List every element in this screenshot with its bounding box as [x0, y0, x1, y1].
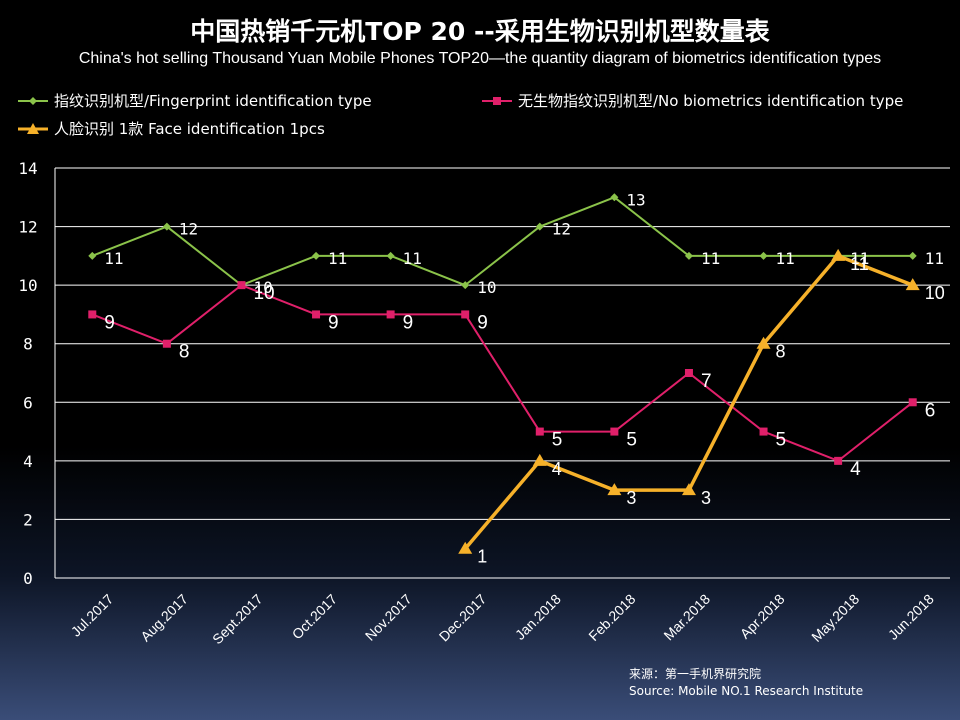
data-label: 11	[104, 249, 123, 268]
data-point	[458, 541, 473, 554]
x-tick-label: Mar.2018	[660, 591, 713, 644]
data-label: 11	[328, 249, 347, 268]
x-tick-label: Apr.2018	[737, 591, 788, 642]
data-label: 11	[850, 254, 869, 274]
source-note: 来源：第一手机界研究院 Source: Mobile NO.1 Research…	[629, 666, 863, 700]
data-label: 1	[477, 547, 487, 567]
legend-face: 人脸识别 1款 Face identification 1pcs	[18, 118, 325, 139]
data-point	[908, 398, 917, 407]
data-label: 13	[626, 190, 645, 209]
data-point	[386, 251, 395, 260]
data-point	[312, 251, 321, 260]
data-point	[162, 222, 171, 231]
data-point	[759, 251, 768, 260]
data-point	[532, 453, 547, 466]
source-line-en: Source: Mobile NO.1 Research Institute	[629, 684, 864, 698]
data-point	[386, 310, 395, 319]
data-label: 5	[626, 430, 637, 451]
data-label: 8	[776, 342, 786, 362]
data-label: 4	[552, 459, 562, 479]
data-label: 9	[477, 312, 488, 333]
legend-fingerprint: 指纹识别机型/Fingerprint identification type	[18, 90, 372, 111]
legend-square-icon	[482, 96, 512, 105]
x-tick-label: Nov.2017	[362, 591, 415, 644]
data-point	[535, 222, 544, 231]
data-label: 10	[477, 278, 496, 297]
data-label: 5	[552, 430, 563, 451]
data-point	[88, 310, 97, 319]
data-point	[312, 310, 321, 319]
chart-title: 中国热销千元机TOP 20 --采用生物识别机型数量表	[190, 17, 770, 46]
y-tick-label: 4	[23, 452, 33, 471]
data-label: 6	[925, 400, 936, 421]
data-point	[535, 427, 544, 436]
data-label: 11	[850, 249, 869, 268]
data-point	[831, 248, 846, 261]
data-point	[461, 281, 470, 290]
x-tick-label: Jun.2018	[885, 591, 937, 643]
y-tick-label: 12	[18, 218, 37, 237]
data-label: 5	[776, 430, 787, 451]
data-point	[759, 427, 768, 436]
x-tick-label: Jan.2018	[512, 591, 564, 643]
legend-no-biometrics-label: 无生物指纹识别机型/No biometrics identification t…	[518, 92, 904, 110]
data-label: 11	[925, 249, 944, 268]
data-label: 10	[253, 278, 272, 297]
source-line-cn: 来源：第一手机界研究院	[629, 667, 762, 681]
data-point	[905, 278, 920, 291]
data-label: 9	[104, 312, 115, 333]
data-label: 12	[552, 220, 571, 239]
y-tick-label: 6	[23, 393, 33, 412]
data-point	[908, 251, 917, 260]
data-label: 8	[179, 342, 190, 363]
x-tick-label: Dec.2017	[436, 591, 490, 645]
y-tick-label: 2	[23, 510, 33, 529]
legend-no-biometrics: 无生物指纹识别机型/No biometrics identification t…	[482, 90, 903, 111]
chart-subtitle: China's hot selling Thousand Yuan Mobile…	[78, 50, 882, 67]
y-tick-label: 8	[23, 335, 33, 354]
data-label: 7	[701, 371, 712, 392]
y-tick-label: 10	[18, 276, 37, 295]
data-point	[684, 251, 693, 260]
data-label: 3	[626, 488, 636, 508]
data-point	[756, 336, 771, 349]
x-tick-label: Sept.2017	[209, 591, 266, 648]
data-point	[88, 251, 97, 260]
data-label: 9	[328, 312, 339, 333]
legend-fingerprint-label: 指纹识别机型/Fingerprint identification type	[54, 92, 372, 110]
data-point	[610, 427, 619, 436]
series-line-0	[91, 196, 913, 287]
data-label: 3	[701, 488, 711, 508]
x-tick-label: Jul.2017	[68, 591, 117, 640]
legend-diamond-icon	[18, 96, 48, 105]
legend-triangle-icon	[18, 122, 48, 134]
data-point	[237, 281, 246, 290]
data-label: 11	[403, 249, 422, 268]
x-tick-label: Feb.2018	[585, 591, 638, 644]
data-point	[607, 483, 622, 496]
legend-face-label: 人脸识别 1款 Face identification 1pcs	[54, 120, 325, 138]
series-line-1	[91, 284, 914, 462]
data-label: 9	[403, 312, 414, 333]
x-tick-label: Aug.2017	[137, 591, 191, 645]
data-point	[834, 456, 843, 465]
x-tick-label: Oct.2017	[289, 591, 341, 643]
data-label: 11	[776, 249, 795, 268]
data-point	[461, 310, 470, 319]
data-point	[610, 193, 619, 202]
data-label: 12	[179, 220, 198, 239]
data-point	[681, 483, 696, 496]
x-tick-label: May.2018	[808, 591, 862, 645]
data-label: 4	[850, 459, 861, 480]
y-tick-label: 0	[23, 569, 33, 588]
data-label: 10	[253, 283, 274, 304]
data-point	[162, 339, 171, 348]
data-label: 11	[701, 249, 720, 268]
data-label: 10	[925, 283, 945, 303]
data-point	[684, 369, 693, 377]
y-tick-label: 14	[18, 159, 37, 178]
